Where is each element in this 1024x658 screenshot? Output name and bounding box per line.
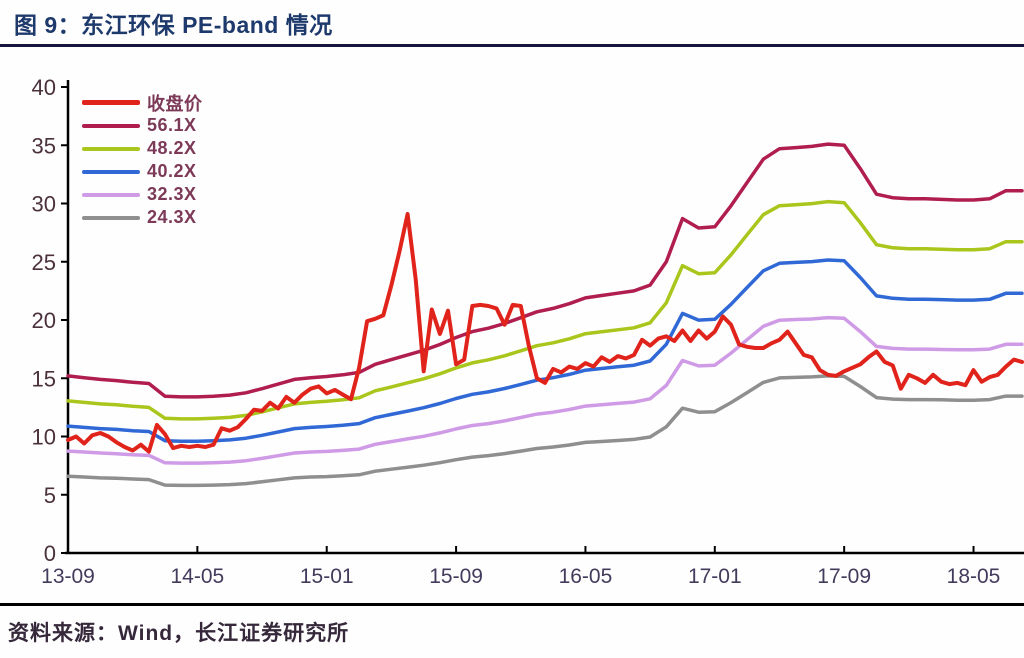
legend-label: 40.2X: [147, 161, 197, 181]
legend-item-40.2X: 40.2X: [82, 161, 203, 182]
legend-label: 收盘价: [147, 93, 203, 114]
y-tick-label: 30: [32, 192, 56, 217]
x-tick-label: 17-01: [688, 565, 742, 588]
legend-label: 56.1X: [147, 115, 197, 135]
chart-legend: 收盘价 56.1X 48.2X 40.2X 32.3X 24.3X: [82, 92, 203, 228]
figure-title: 图 9：东江环保 PE-band 情况: [14, 12, 333, 38]
legend-item-56.1X: 56.1X: [82, 115, 203, 136]
y-tick-label: 5: [44, 483, 56, 508]
legend-swatch: [82, 169, 140, 174]
legend-item-48.2X: 48.2X: [82, 138, 203, 159]
x-tick-label: 18-05: [947, 565, 1001, 588]
legend-swatch: [82, 215, 140, 220]
x-tick-label: 13-09: [41, 565, 95, 588]
legend-label: 24.3X: [147, 207, 197, 227]
y-tick-label: 0: [44, 541, 56, 566]
legend-item-32.3X: 32.3X: [82, 184, 203, 205]
series-line-收盘价: [66, 212, 1024, 454]
y-tick-label: 10: [32, 425, 56, 450]
legend-swatch: [82, 123, 140, 128]
legend-item-24.3X: 24.3X: [82, 207, 203, 228]
legend-label: 48.2X: [147, 138, 197, 158]
bottom-divider: [0, 603, 1024, 606]
y-tick-label: 40: [32, 75, 56, 100]
y-tick-label: 25: [32, 250, 56, 275]
pe-band-chart: 0 5 10 15 20 25 30 35 40 13-09 14-05 15-01 15-09 16-0…: [0, 50, 1024, 603]
legend-swatch: [82, 146, 140, 151]
x-tick-label: 15-09: [429, 565, 483, 588]
legend-swatch: [82, 100, 140, 105]
legend-swatch: [82, 192, 140, 197]
series-line-48.2X: [66, 199, 1024, 421]
series-line-32.3X: [66, 315, 1024, 465]
x-tick-label: 17-09: [817, 565, 871, 588]
series-line-24.3X: [66, 374, 1024, 488]
title-divider: [0, 44, 1024, 47]
source-note: 资料来源：Wind，长江证券研究所: [8, 622, 350, 645]
series-line-56.1X: [66, 142, 1024, 399]
legend-item-收盘价: 收盘价: [82, 92, 203, 114]
y-tick-label: 15: [32, 366, 56, 391]
pe-band-plot: 0 5 10 15 20 25 30 35 40 13-09 14-05 15-01 15-09 16-0…: [32, 75, 1024, 588]
y-tick-label: 35: [32, 133, 56, 158]
x-tick-label: 16-05: [559, 565, 613, 588]
legend-label: 32.3X: [147, 184, 197, 204]
x-tick-label: 14-05: [171, 565, 225, 588]
y-tick-label: 20: [32, 308, 56, 333]
x-tick-label: 15-01: [300, 565, 354, 588]
